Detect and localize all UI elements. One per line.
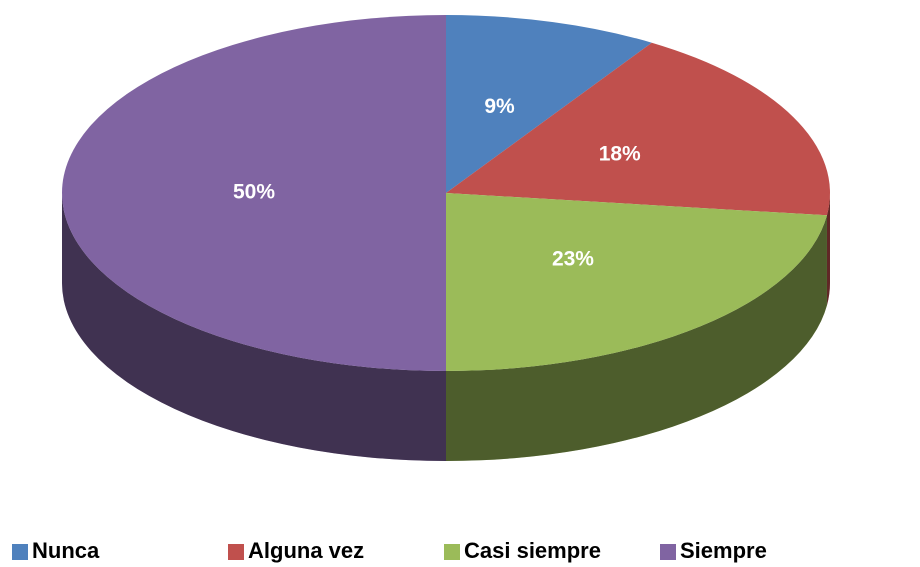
value-label: 18% [599,143,641,166]
legend-swatch [12,544,28,560]
value-label: 50% [233,181,275,204]
legend-swatch [228,544,244,560]
legend-label: Alguna vez [248,538,364,563]
slice-side-shade [446,215,827,461]
legend-swatch [660,544,676,560]
slice-side-shade [62,193,446,461]
slice [446,193,827,372]
legend-label: Casi siempre [464,538,601,563]
value-label: 9% [484,95,515,118]
value-label: 23% [552,247,594,270]
legend-label: Nunca [32,538,100,563]
legend-swatch [444,544,460,560]
legend-label: Siempre [680,538,767,563]
slice-side-shade [826,193,830,306]
slice [446,42,830,216]
slice [62,15,446,371]
slice [446,15,652,193]
